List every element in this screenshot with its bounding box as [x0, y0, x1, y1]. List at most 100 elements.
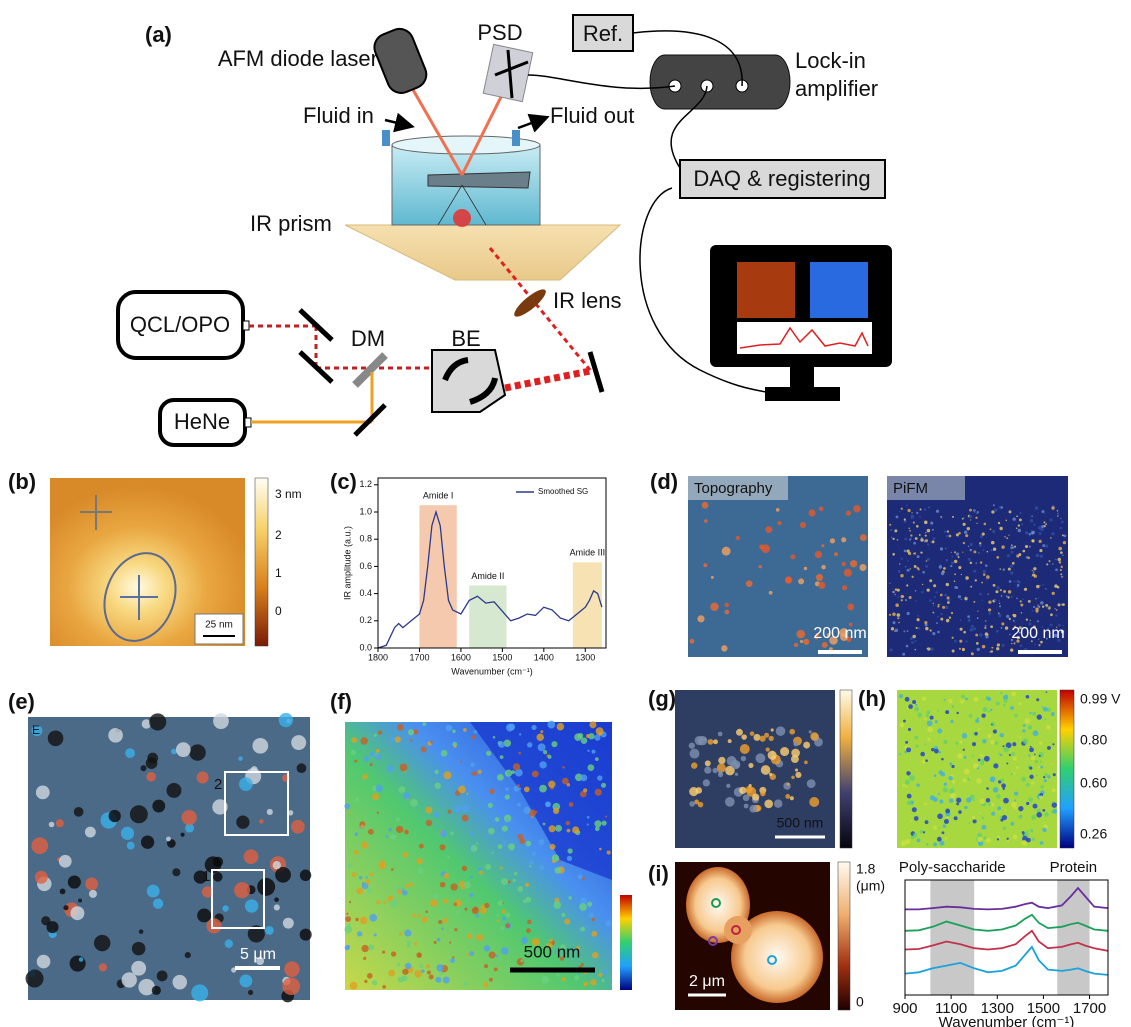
texture [959, 640, 962, 643]
texture [954, 580, 956, 582]
texture [505, 795, 510, 800]
texture [429, 974, 434, 979]
texture [1031, 576, 1032, 577]
texture [526, 928, 531, 933]
texture [166, 783, 181, 798]
x-tick-label: 900 [892, 1000, 917, 1017]
texture [291, 735, 306, 750]
texture [964, 806, 967, 809]
texture [950, 793, 956, 799]
texture [915, 704, 917, 706]
texture [975, 719, 979, 723]
texture [574, 975, 579, 980]
texture [936, 622, 938, 624]
texture [1007, 838, 1009, 840]
texture [1003, 747, 1009, 753]
texture [930, 521, 933, 524]
texture [153, 898, 163, 908]
texture [1061, 521, 1064, 524]
texture [549, 825, 556, 832]
texture [405, 963, 411, 969]
texture [1062, 603, 1065, 606]
texture [1038, 526, 1042, 530]
texture [981, 754, 984, 757]
texture [914, 640, 916, 642]
texture [963, 523, 966, 526]
texture [601, 979, 604, 982]
texture [1042, 584, 1044, 586]
texture [1016, 527, 1018, 529]
texture [925, 759, 928, 762]
texture [917, 713, 922, 718]
texture [525, 883, 529, 887]
texture [1036, 812, 1042, 818]
label: DAQ & registering [693, 166, 870, 191]
texture [443, 918, 448, 923]
texture [977, 513, 978, 514]
texture [983, 570, 986, 573]
texture [1039, 742, 1042, 745]
texture [562, 778, 569, 785]
texture [986, 798, 990, 802]
texture [690, 639, 695, 644]
texture [947, 596, 950, 599]
texture [904, 518, 906, 520]
texture [594, 820, 601, 827]
texture [984, 837, 987, 840]
texture [956, 533, 959, 536]
texture [973, 763, 979, 769]
texture [1003, 788, 1005, 790]
texture [943, 787, 948, 792]
texture [452, 729, 455, 732]
texture [889, 648, 892, 651]
texture [803, 639, 809, 645]
texture [291, 820, 305, 834]
texture [952, 637, 954, 639]
scale-bar-label: 200 nm [813, 625, 866, 642]
texture [965, 698, 968, 701]
texture [1039, 532, 1042, 535]
texture [532, 851, 537, 856]
texture [844, 569, 852, 577]
texture [523, 807, 530, 814]
texture [842, 562, 846, 566]
texture [927, 647, 930, 650]
texture [108, 728, 123, 743]
texture [382, 985, 386, 989]
texture [434, 812, 440, 818]
texture [985, 625, 987, 627]
texture [728, 739, 732, 743]
texture [960, 619, 962, 621]
texture [907, 509, 910, 512]
texture [1001, 627, 1002, 628]
texture [603, 969, 608, 974]
texture [925, 627, 928, 630]
texture [541, 976, 549, 984]
panel-f: 500 nm [344, 721, 632, 990]
texture [404, 929, 411, 936]
texture [68, 876, 81, 889]
texture [1043, 521, 1045, 523]
texture [1012, 614, 1015, 617]
texture [519, 788, 521, 790]
texture [980, 561, 982, 563]
texture [1007, 554, 1010, 557]
texture [937, 728, 942, 733]
texture [1032, 712, 1036, 716]
texture [912, 807, 917, 812]
texture [1052, 802, 1057, 807]
texture [89, 890, 97, 898]
texture [1022, 831, 1025, 834]
texture [956, 553, 959, 556]
texture [809, 509, 816, 516]
texture [1033, 606, 1035, 608]
texture [975, 634, 978, 637]
texture [807, 779, 816, 788]
texture [928, 738, 931, 741]
texture [443, 899, 448, 904]
texture [489, 978, 493, 982]
texture [592, 918, 595, 921]
texture [821, 544, 824, 547]
texture [988, 710, 990, 712]
texture [910, 637, 913, 640]
